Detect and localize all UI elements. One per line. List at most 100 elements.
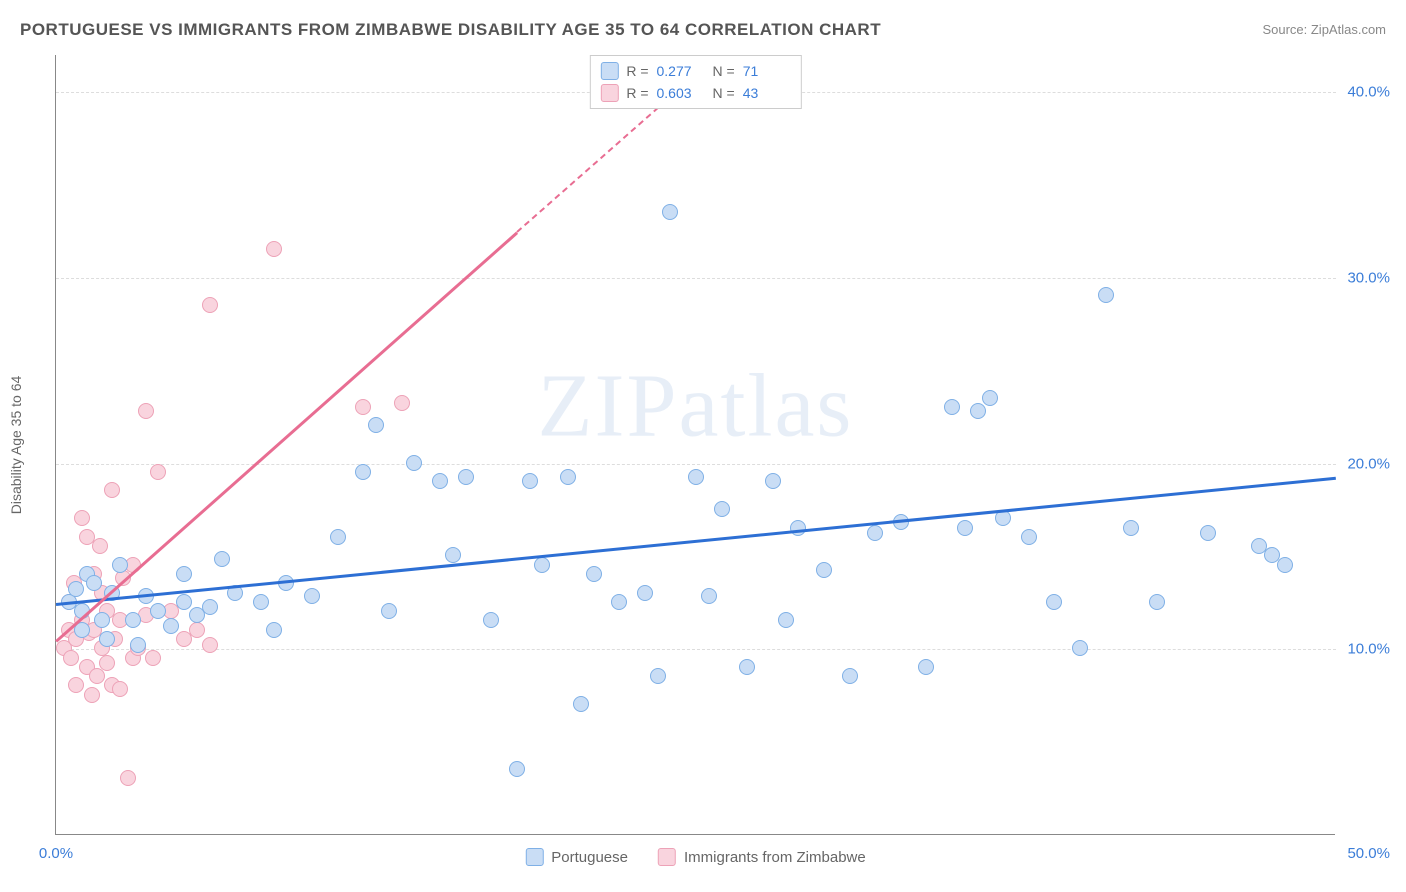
data-point xyxy=(765,473,781,489)
data-point xyxy=(918,659,934,675)
data-point xyxy=(560,469,576,485)
data-point xyxy=(790,520,806,536)
gridline xyxy=(56,278,1336,279)
y-tick-label: 20.0% xyxy=(1347,455,1390,472)
data-point xyxy=(86,575,102,591)
data-point xyxy=(176,566,192,582)
legend-r-label: R = xyxy=(626,63,648,79)
data-point xyxy=(995,510,1011,526)
data-point xyxy=(432,473,448,489)
data-point xyxy=(1021,529,1037,545)
chart-area: ZIPatlas R =0.277N =71R =0.603N =43 Disa… xyxy=(55,55,1385,835)
legend-swatch xyxy=(525,848,543,866)
data-point xyxy=(1149,594,1165,610)
legend-swatch xyxy=(600,84,618,102)
data-point xyxy=(573,696,589,712)
data-point xyxy=(68,581,84,597)
legend-item: Immigrants from Zimbabwe xyxy=(658,848,866,866)
y-tick-label: 30.0% xyxy=(1347,269,1390,286)
data-point xyxy=(112,681,128,697)
data-point xyxy=(970,403,986,419)
data-point xyxy=(1072,640,1088,656)
series-legend: Portuguese Immigrants from Zimbabwe xyxy=(525,848,865,866)
data-point xyxy=(176,594,192,610)
data-point xyxy=(816,562,832,578)
data-point xyxy=(842,668,858,684)
data-point xyxy=(150,603,166,619)
data-point xyxy=(330,529,346,545)
data-point xyxy=(266,622,282,638)
data-point xyxy=(99,631,115,647)
legend-label: Portuguese xyxy=(551,849,628,866)
legend-item: Portuguese xyxy=(525,848,628,866)
data-point xyxy=(202,637,218,653)
data-point xyxy=(355,464,371,480)
data-point xyxy=(483,612,499,628)
data-point xyxy=(662,204,678,220)
plot-region: ZIPatlas R =0.277N =71R =0.603N =43 Disa… xyxy=(55,55,1335,835)
legend-r-label: R = xyxy=(626,85,648,101)
y-axis-label: Disability Age 35 to 64 xyxy=(8,375,24,514)
data-point xyxy=(778,612,794,628)
data-point xyxy=(202,599,218,615)
data-point xyxy=(125,612,141,628)
data-point xyxy=(586,566,602,582)
data-point xyxy=(92,538,108,554)
data-point xyxy=(406,455,422,471)
data-point xyxy=(355,399,371,415)
x-tick-label: 0.0% xyxy=(39,845,73,862)
data-point xyxy=(84,687,100,703)
data-point xyxy=(714,501,730,517)
source-attribution: Source: ZipAtlas.com xyxy=(1262,22,1386,37)
data-point xyxy=(145,650,161,666)
data-point xyxy=(944,399,960,415)
data-point xyxy=(138,403,154,419)
y-tick-label: 40.0% xyxy=(1347,84,1390,101)
data-point xyxy=(1098,287,1114,303)
data-point xyxy=(150,464,166,480)
data-point xyxy=(509,761,525,777)
legend-n-label: N = xyxy=(713,85,735,101)
data-point xyxy=(63,650,79,666)
legend-n-label: N = xyxy=(713,63,735,79)
data-point xyxy=(1277,557,1293,573)
legend-row: R =0.277N =71 xyxy=(600,60,790,82)
data-point xyxy=(253,594,269,610)
data-point xyxy=(130,637,146,653)
data-point xyxy=(112,557,128,573)
data-point xyxy=(534,557,550,573)
legend-swatch xyxy=(600,62,618,80)
y-tick-label: 10.0% xyxy=(1347,641,1390,658)
gridline xyxy=(56,464,1336,465)
data-point xyxy=(637,585,653,601)
data-point xyxy=(957,520,973,536)
data-point xyxy=(94,612,110,628)
legend-swatch xyxy=(658,848,676,866)
legend-label: Immigrants from Zimbabwe xyxy=(684,849,866,866)
correlation-legend: R =0.277N =71R =0.603N =43 xyxy=(589,55,801,109)
data-point xyxy=(163,618,179,634)
trend-line xyxy=(56,477,1336,606)
data-point xyxy=(650,668,666,684)
chart-title: PORTUGUESE VS IMMIGRANTS FROM ZIMBABWE D… xyxy=(20,20,881,40)
data-point xyxy=(522,473,538,489)
data-point xyxy=(381,603,397,619)
data-point xyxy=(189,622,205,638)
data-point xyxy=(368,417,384,433)
watermark-bold: ZIP xyxy=(538,356,679,455)
gridline xyxy=(56,649,1336,650)
legend-row: R =0.603N =43 xyxy=(600,82,790,104)
data-point xyxy=(611,594,627,610)
data-point xyxy=(120,770,136,786)
data-point xyxy=(458,469,474,485)
data-point xyxy=(867,525,883,541)
data-point xyxy=(89,668,105,684)
data-point xyxy=(739,659,755,675)
data-point xyxy=(202,297,218,313)
data-point xyxy=(214,551,230,567)
watermark-thin: atlas xyxy=(679,356,854,455)
data-point xyxy=(99,655,115,671)
data-point xyxy=(982,390,998,406)
data-point xyxy=(1200,525,1216,541)
data-point xyxy=(394,395,410,411)
